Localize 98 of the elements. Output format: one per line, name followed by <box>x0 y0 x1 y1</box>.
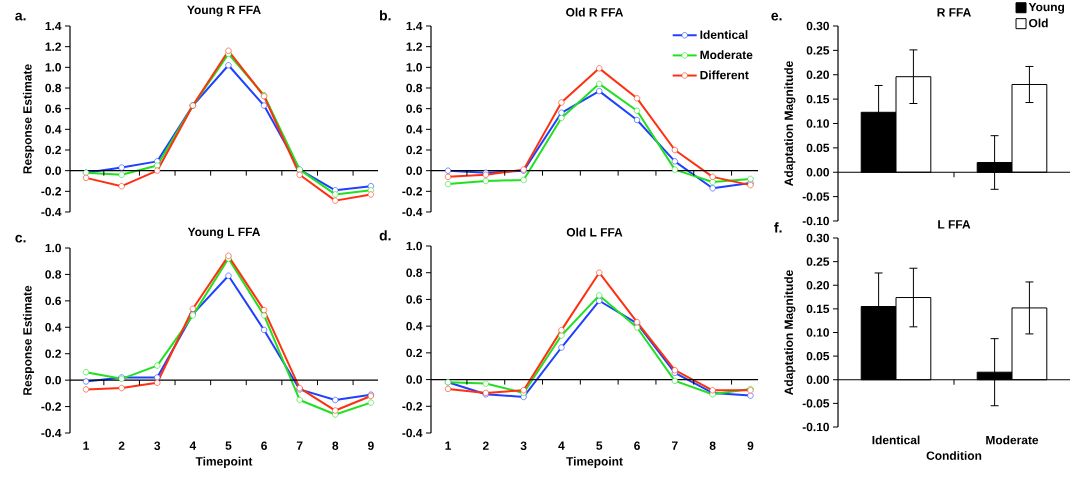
x-tick-label: 8 <box>332 441 339 450</box>
y-tick-label: 0.00 <box>806 375 829 384</box>
chart-title: Old L FFA <box>566 227 623 237</box>
x-tick-label: 7 <box>672 441 678 450</box>
y-tick-label: -0.2 <box>402 187 423 196</box>
y-tick-label: 0.15 <box>806 94 830 104</box>
y-tick-label: -0.2 <box>41 187 61 196</box>
x-tick-label: 5 <box>225 441 232 450</box>
y-tick-label: -0.10 <box>802 422 829 432</box>
y-tick-label: 0.25 <box>806 46 830 55</box>
y-tick-label: -0.4 <box>41 207 62 217</box>
x-tick-label: 2 <box>482 441 489 450</box>
y-tick-label: 0.05 <box>806 351 830 361</box>
y-tick-label: 0.6 <box>45 104 62 113</box>
x-axis-title: Timepoint <box>195 456 253 468</box>
x-tick-label: 1 <box>445 441 451 450</box>
y-tick-label: 0.8 <box>45 270 62 279</box>
legend-label: Young <box>1028 2 1065 14</box>
text: f. <box>774 222 782 233</box>
y-tick-label: 0.10 <box>806 328 829 337</box>
text: a. <box>15 12 26 21</box>
chart-title: R FFA <box>937 8 971 17</box>
y-tick-label: 0.4 <box>406 125 423 134</box>
y-tick-label: 1.0 <box>45 243 61 253</box>
y-tick-label: 1.0 <box>406 63 422 72</box>
y-tick-label: 0.2 <box>406 145 423 155</box>
x-axis-title: Timepoint <box>566 456 623 468</box>
y-tick-label: 0.15 <box>806 304 830 314</box>
y-tick-label: 0.6 <box>406 295 423 304</box>
y-axis-title: Response Estimate <box>22 64 35 174</box>
y-tick-label: -0.05 <box>802 399 830 408</box>
y-tick-label: 0.4 <box>45 125 62 134</box>
x-tick-label: 7 <box>296 441 303 450</box>
y-tick-label: -0.05 <box>802 192 830 201</box>
y-tick-label: 0.30 <box>806 233 829 243</box>
y-tick-label: 0.4 <box>45 323 62 332</box>
x-axis-title: Condition <box>926 451 982 460</box>
y-tick-label: 0.00 <box>806 168 829 177</box>
y-tick-label: 0.4 <box>406 321 423 331</box>
y-tick-label: 0.0 <box>45 375 61 385</box>
chart-title: Young L FFA <box>187 227 261 239</box>
y-tick-label: 0.30 <box>806 21 829 31</box>
text: b. <box>380 10 391 21</box>
y-tick-label: 1.0 <box>45 63 61 72</box>
x-tick-label: 3 <box>520 441 527 451</box>
y-tick-label: 1.2 <box>45 42 61 51</box>
x-tick-label: 3 <box>154 441 161 451</box>
x-tick-label: 9 <box>367 441 374 450</box>
y-tick-label: 0.6 <box>45 296 62 306</box>
y-tick-label: 0.25 <box>806 257 830 266</box>
chart-title: Young R FFA <box>187 5 261 17</box>
y-tick-label: 1.4 <box>45 21 62 31</box>
chart-title: L FFA <box>938 220 971 229</box>
y-tick-label: 0.6 <box>406 104 423 113</box>
y-axis-title: Adaptation Magnitude <box>784 61 796 186</box>
x-tick-label: 8 <box>709 441 716 450</box>
x-tick-label: 4 <box>558 441 565 450</box>
text: c. <box>15 234 26 243</box>
y-tick-label: -0.2 <box>402 402 423 411</box>
y-tick-label: 0.20 <box>806 70 829 79</box>
y-tick-label: 0.2 <box>406 348 423 358</box>
y-tick-label: 0.2 <box>45 145 61 155</box>
y-tick-label: 0.8 <box>406 268 423 277</box>
y-tick-label: 0.2 <box>45 349 61 358</box>
y-tick-label: 0.0 <box>406 166 422 175</box>
y-tick-label: 0.0 <box>45 166 61 175</box>
y-tick-label: 0.05 <box>806 143 830 153</box>
legend-label: Moderate <box>700 50 753 60</box>
y-tick-label: 0.8 <box>406 83 423 93</box>
y-tick-label: -0.2 <box>41 402 61 411</box>
x-tick-label: 4 <box>189 441 197 450</box>
legend-label: Different <box>700 70 749 80</box>
x-tick-label: 1 <box>83 441 90 450</box>
legend-label: Identical <box>700 30 748 39</box>
chart-title: Old R FFA <box>566 7 624 17</box>
y-axis-title: Adaptation Magnitude <box>784 270 796 395</box>
y-axis-title: Response Estimate <box>22 285 35 395</box>
y-tick-label: 1.2 <box>406 42 423 51</box>
text: e. <box>771 12 782 21</box>
y-tick-label: -0.4 <box>402 207 423 217</box>
x-tick-label: 9 <box>747 441 754 450</box>
y-tick-label: -0.4 <box>41 428 62 438</box>
y-tick-label: 0.8 <box>45 83 62 93</box>
y-tick-label: -0.10 <box>802 216 829 226</box>
x-tick-label: 6 <box>634 441 640 450</box>
x-tick-label: 6 <box>261 441 267 450</box>
y-tick-label: -0.4 <box>402 428 423 438</box>
y-tick-label: 0.0 <box>406 375 422 384</box>
text: d. <box>379 230 391 241</box>
x-tick-label: 5 <box>596 441 603 450</box>
x-tick-label: Identical <box>872 435 920 445</box>
legend-label: Old <box>1029 18 1048 28</box>
y-tick-label: 1.0 <box>406 241 422 251</box>
y-tick-label: 0.10 <box>806 119 829 128</box>
x-tick-label: Moderate <box>986 435 1039 445</box>
y-tick-label: 1.4 <box>406 21 423 31</box>
y-tick-label: 0.20 <box>806 281 829 290</box>
x-tick-label: 2 <box>118 441 125 450</box>
